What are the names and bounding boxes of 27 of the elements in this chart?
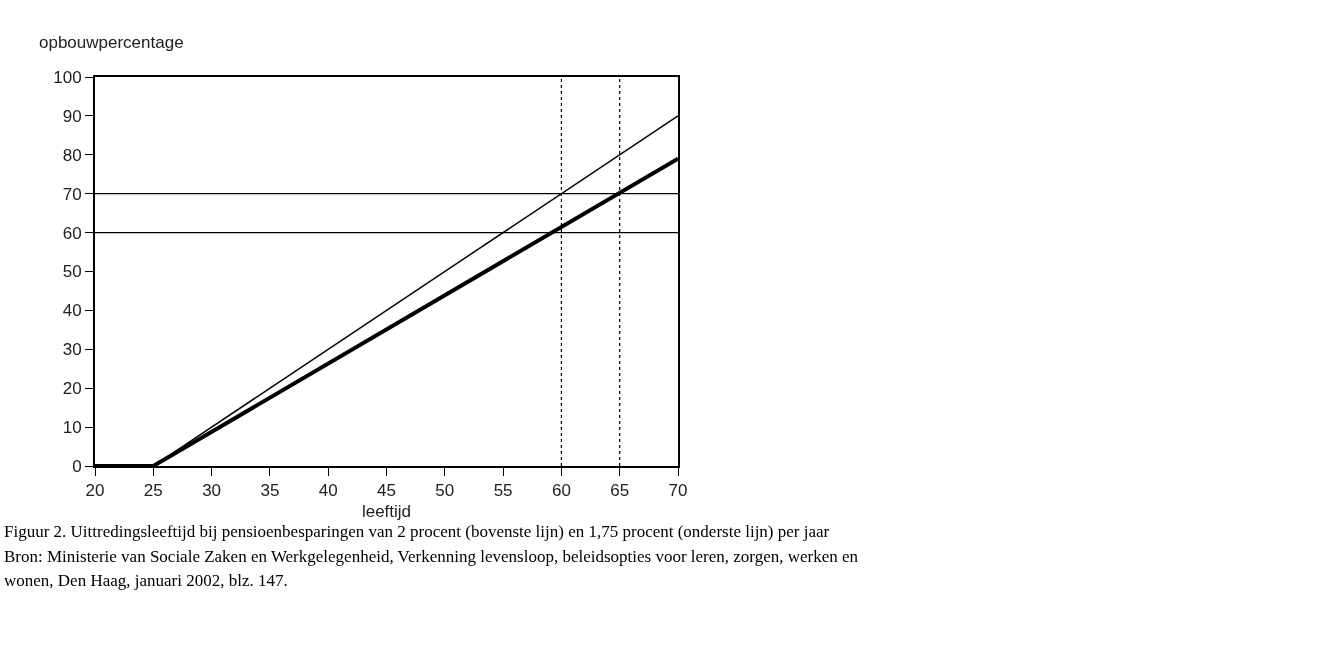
text: wonen, Den Haag, januari 2002, blz. 147. bbox=[4, 571, 288, 590]
text: Bron: Ministerie van Sociale Zaken en Werkgelegenheid, Verkenning levensloop, beleidsopties voor leren, zorgen, werken en bbox=[4, 547, 859, 566]
y-tick-label: 90 bbox=[62, 106, 82, 126]
x-tick-label: 30 bbox=[202, 481, 222, 501]
y-tick-label: 80 bbox=[62, 145, 82, 165]
x-tick-label: 20 bbox=[85, 481, 105, 501]
text: Figuur 2. Uittredingsleeftijd bij pensioenbesparingen van 2 procent (bovenste lijn) en 1,75 procent (onderste lijn) per jaar bbox=[4, 522, 830, 541]
y-tick-label: 50 bbox=[62, 262, 82, 282]
x-tick-label: 35 bbox=[260, 481, 280, 501]
x-axis-title: leeftijd bbox=[361, 502, 412, 522]
y-tick-label: 40 bbox=[62, 301, 82, 321]
y-tick-label: 10 bbox=[62, 418, 82, 438]
x-tick-label: 55 bbox=[493, 481, 513, 501]
y-tick-label: 100 bbox=[53, 67, 82, 87]
x-tick-label: 50 bbox=[435, 481, 455, 501]
y-tick-label: 70 bbox=[62, 184, 82, 204]
x-tick-label: 25 bbox=[143, 481, 163, 501]
x-tick-label: 65 bbox=[610, 481, 630, 501]
x-tick-label: 45 bbox=[377, 481, 396, 501]
x-tick-label: 70 bbox=[668, 481, 688, 501]
x-tick-label: 40 bbox=[318, 481, 338, 501]
x-tick-label: 60 bbox=[551, 481, 571, 501]
y-axis-title: opbouwpercentage bbox=[39, 33, 184, 52]
y-tick-label: 60 bbox=[62, 223, 82, 243]
y-tick-label: 0 bbox=[72, 456, 82, 476]
y-tick-label: 20 bbox=[62, 379, 82, 399]
y-tick-label: 30 bbox=[62, 340, 82, 360]
